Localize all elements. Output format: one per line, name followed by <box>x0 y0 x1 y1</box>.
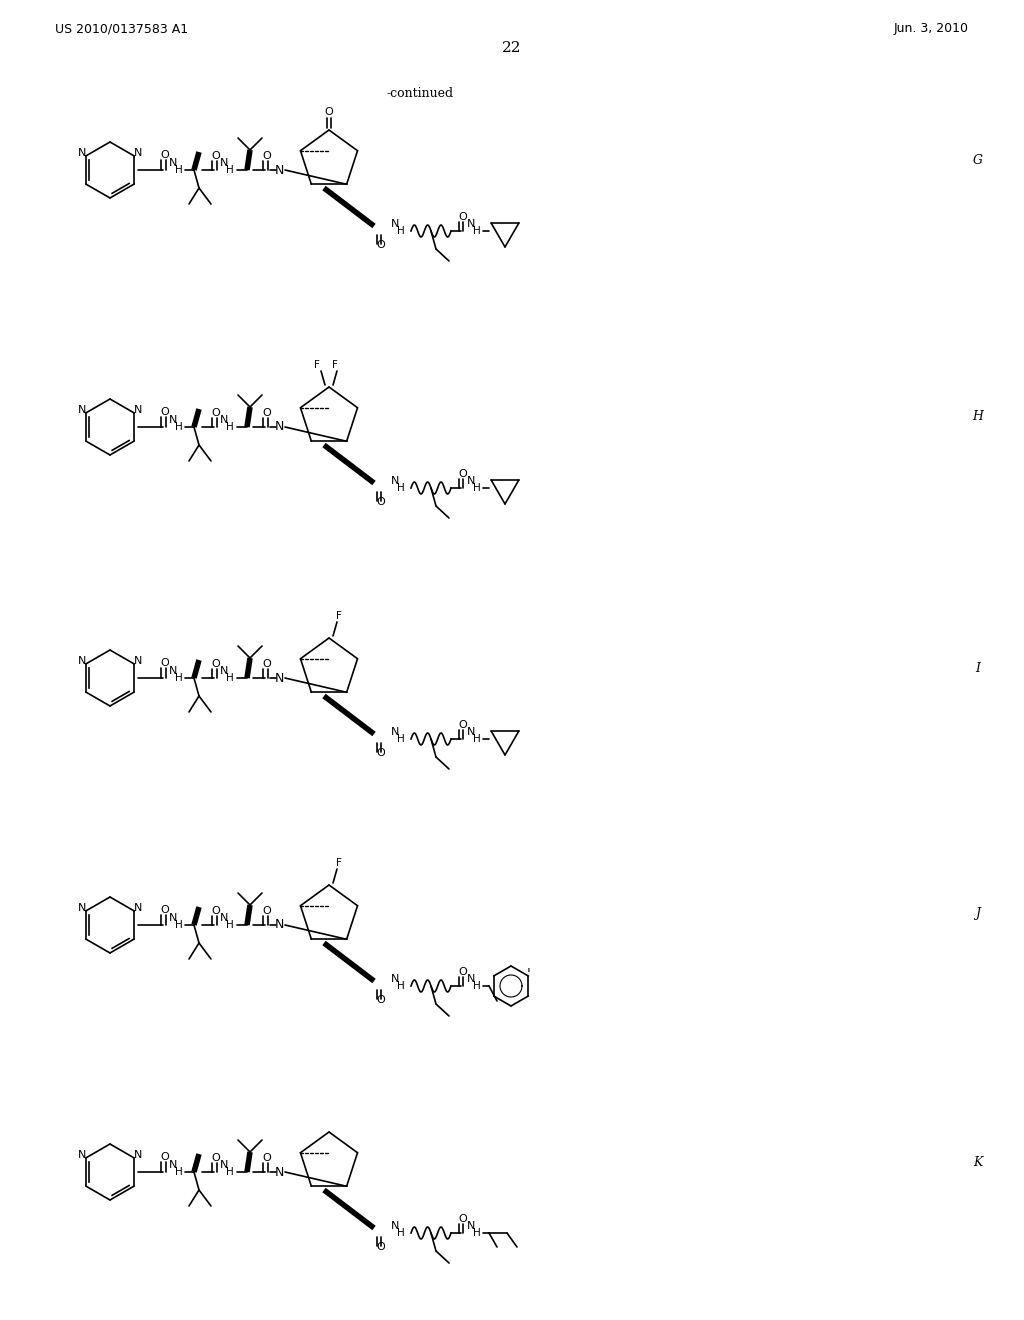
Text: N: N <box>169 1160 177 1170</box>
Text: O: O <box>459 213 467 222</box>
Text: O: O <box>459 1214 467 1224</box>
Text: N: N <box>220 414 228 425</box>
Text: N: N <box>274 672 284 685</box>
Text: O: O <box>459 968 467 977</box>
Text: N: N <box>391 1221 399 1232</box>
Text: H: H <box>397 1228 404 1238</box>
Text: O: O <box>377 1242 385 1251</box>
Text: H: H <box>473 483 481 492</box>
Text: N: N <box>134 148 142 158</box>
Text: N: N <box>467 974 475 983</box>
Text: O: O <box>161 657 169 668</box>
Text: N: N <box>78 903 86 913</box>
Text: O: O <box>161 150 169 160</box>
Text: N: N <box>220 1160 228 1170</box>
Text: Jun. 3, 2010: Jun. 3, 2010 <box>894 22 969 36</box>
Text: H: H <box>397 483 404 492</box>
Text: O: O <box>262 150 271 161</box>
Text: O: O <box>377 748 385 758</box>
Text: N: N <box>391 727 399 737</box>
Text: H: H <box>473 981 481 991</box>
Text: K: K <box>974 1155 983 1168</box>
Text: H: H <box>397 734 404 744</box>
Text: N: N <box>78 656 86 667</box>
Text: H: H <box>397 226 404 236</box>
Text: N: N <box>169 667 177 676</box>
Text: N: N <box>467 1221 475 1232</box>
Text: O: O <box>262 1152 271 1163</box>
Text: ': ' <box>527 968 530 981</box>
Text: US 2010/0137583 A1: US 2010/0137583 A1 <box>55 22 188 36</box>
Text: H: H <box>226 920 233 931</box>
Text: H: H <box>397 981 404 991</box>
Text: H: H <box>175 422 183 432</box>
Text: O: O <box>212 150 220 161</box>
Text: H: H <box>175 920 183 931</box>
Text: N: N <box>467 219 475 228</box>
Text: O: O <box>262 408 271 418</box>
Text: O: O <box>262 906 271 916</box>
Text: N: N <box>274 1166 284 1179</box>
Text: F: F <box>336 611 342 620</box>
Text: O: O <box>212 659 220 669</box>
Text: H: H <box>226 422 233 432</box>
Text: O: O <box>459 469 467 479</box>
Text: N: N <box>134 656 142 667</box>
Text: I: I <box>976 663 981 676</box>
Text: 22: 22 <box>502 41 522 55</box>
Text: N: N <box>391 974 399 983</box>
Text: F: F <box>332 360 338 370</box>
Text: N: N <box>274 164 284 177</box>
Text: H: H <box>226 673 233 682</box>
Text: N: N <box>169 158 177 168</box>
Text: O: O <box>161 906 169 915</box>
Text: N: N <box>220 913 228 923</box>
Text: O: O <box>161 1152 169 1162</box>
Text: H: H <box>175 673 183 682</box>
Text: O: O <box>212 1152 220 1163</box>
Text: G: G <box>973 153 983 166</box>
Text: H: H <box>226 1167 233 1177</box>
Text: H: H <box>473 1228 481 1238</box>
Text: H: H <box>226 165 233 176</box>
Text: N: N <box>78 405 86 414</box>
Text: H: H <box>973 411 983 424</box>
Text: H: H <box>473 734 481 744</box>
Text: H: H <box>473 226 481 236</box>
Text: O: O <box>161 407 169 417</box>
Text: N: N <box>467 727 475 737</box>
Text: N: N <box>78 148 86 158</box>
Text: N: N <box>134 1150 142 1160</box>
Text: H: H <box>175 165 183 176</box>
Text: F: F <box>336 858 342 869</box>
Text: O: O <box>377 240 385 249</box>
Text: N: N <box>391 219 399 228</box>
Text: -continued: -continued <box>386 87 454 100</box>
Text: N: N <box>391 477 399 486</box>
Text: N: N <box>134 405 142 414</box>
Text: N: N <box>78 1150 86 1160</box>
Text: N: N <box>220 158 228 168</box>
Text: N: N <box>220 667 228 676</box>
Text: N: N <box>169 913 177 923</box>
Text: J: J <box>976 908 981 920</box>
Text: O: O <box>212 408 220 418</box>
Text: O: O <box>325 107 334 117</box>
Text: N: N <box>134 903 142 913</box>
Text: N: N <box>274 919 284 932</box>
Text: O: O <box>262 659 271 669</box>
Text: H: H <box>175 1167 183 1177</box>
Text: O: O <box>212 906 220 916</box>
Text: O: O <box>377 498 385 507</box>
Text: N: N <box>274 421 284 433</box>
Text: N: N <box>169 414 177 425</box>
Text: N: N <box>467 477 475 486</box>
Text: O: O <box>459 719 467 730</box>
Text: O: O <box>377 995 385 1005</box>
Text: F: F <box>314 360 319 370</box>
